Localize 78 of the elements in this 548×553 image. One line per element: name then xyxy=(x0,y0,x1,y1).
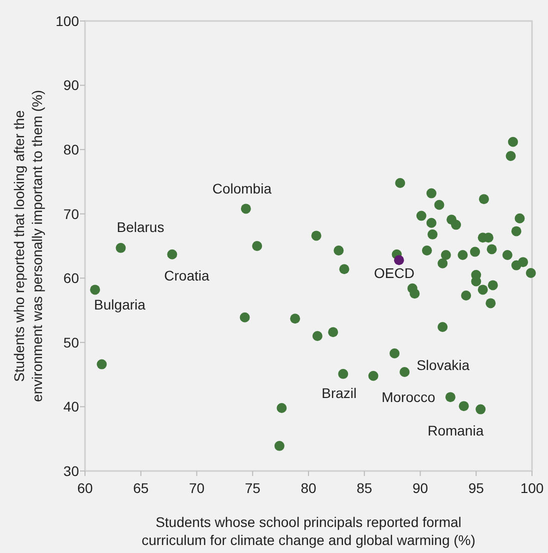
annotation: Morocco xyxy=(382,389,436,406)
annotation: Bulgaria xyxy=(94,296,146,313)
x-axis-title: Students whose school principals reported formal curriculum for climate change and global warming (%) xyxy=(142,514,476,548)
point xyxy=(339,264,350,274)
point xyxy=(400,367,410,377)
point xyxy=(416,210,426,221)
x-tick-label: 70 xyxy=(188,480,205,496)
annotation: Brazil xyxy=(322,384,357,401)
point xyxy=(368,370,378,381)
point xyxy=(290,314,300,324)
annotation: Colombia xyxy=(212,180,272,197)
point xyxy=(90,284,100,295)
point xyxy=(458,401,469,412)
point xyxy=(240,204,251,214)
y-axis-title: Students who reported that looking after the environment was personally important to them (%) xyxy=(11,90,45,402)
point xyxy=(116,242,126,253)
point xyxy=(426,188,436,198)
point xyxy=(451,220,462,230)
point xyxy=(240,312,250,322)
point xyxy=(276,403,287,413)
x-tick-label: 90 xyxy=(412,480,428,496)
point xyxy=(458,250,468,260)
point xyxy=(508,136,518,147)
point xyxy=(502,250,512,260)
y-tick-label: 50 xyxy=(63,334,80,350)
point xyxy=(486,244,497,254)
point xyxy=(428,229,438,240)
point xyxy=(478,194,489,204)
point xyxy=(167,249,178,260)
annotation: OECD xyxy=(374,265,414,282)
point xyxy=(518,257,528,268)
point xyxy=(390,348,400,358)
point xyxy=(476,404,486,414)
point xyxy=(470,246,480,257)
x-tick-label: 75 xyxy=(244,480,261,496)
x-tick-label: 60 xyxy=(77,480,93,496)
point xyxy=(506,151,516,161)
annotation: Romania xyxy=(428,422,484,438)
point xyxy=(328,327,338,338)
y-tick-label: 80 xyxy=(63,141,80,158)
y-tick-label: 60 xyxy=(63,270,80,286)
y-tick-label: 40 xyxy=(63,398,80,415)
point xyxy=(514,213,525,224)
x-tick-label: 65 xyxy=(133,480,149,496)
point xyxy=(426,218,436,228)
point xyxy=(440,250,451,260)
point xyxy=(334,246,344,256)
point xyxy=(394,255,404,266)
x-tick-label: 95 xyxy=(468,480,484,496)
point xyxy=(422,246,432,256)
point xyxy=(461,290,472,300)
x-tick-label: 85 xyxy=(356,480,372,496)
point xyxy=(311,230,322,241)
annotation: Croatia xyxy=(164,267,210,284)
point xyxy=(338,368,348,379)
point xyxy=(274,440,284,451)
x-tick-label: 100 xyxy=(520,480,544,496)
point xyxy=(312,331,322,341)
point xyxy=(434,200,444,210)
y-tick-label: 100 xyxy=(56,12,80,29)
point xyxy=(410,288,420,299)
y-tick-label: 90 xyxy=(63,77,80,94)
y-tick-label: 30 xyxy=(63,462,80,479)
point xyxy=(486,298,496,308)
x-tick-label: 80 xyxy=(300,480,316,496)
point xyxy=(445,392,456,402)
point xyxy=(395,178,406,188)
point xyxy=(438,322,448,332)
y-tick-label: 70 xyxy=(63,206,80,222)
point xyxy=(526,268,536,278)
point xyxy=(252,241,262,251)
annotation: Belarus xyxy=(116,218,164,235)
point xyxy=(511,226,522,236)
annotation: Slovakia xyxy=(416,357,470,373)
point xyxy=(478,284,488,295)
point xyxy=(438,258,448,268)
point xyxy=(96,359,107,370)
point xyxy=(488,280,498,290)
